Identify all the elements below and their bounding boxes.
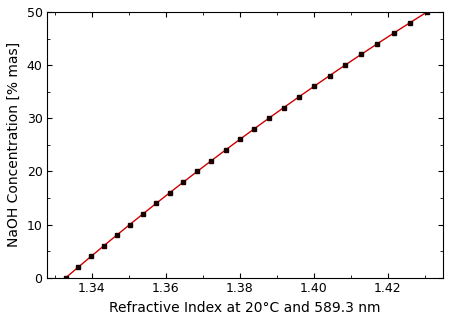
X-axis label: Refractive Index at 20°C and 589.3 nm: Refractive Index at 20°C and 589.3 nm: [109, 301, 381, 315]
Y-axis label: NaOH Concentration [% mas]: NaOH Concentration [% mas]: [7, 42, 21, 247]
